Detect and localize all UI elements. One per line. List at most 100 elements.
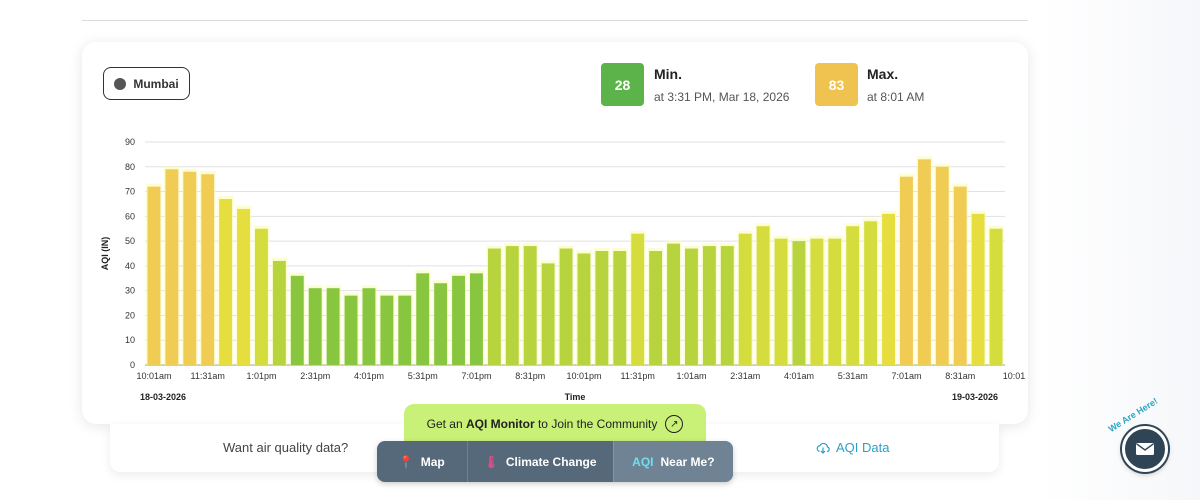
contact-mail-button[interactable] <box>1122 426 1168 472</box>
thermometer-icon: 🌡 <box>483 454 499 469</box>
x-tick-label: 10:01 <box>1003 371 1026 381</box>
x-tick-label: 7:01pm <box>461 371 491 381</box>
aqi-bar <box>595 251 609 365</box>
aqi-bar <box>649 251 663 365</box>
aqi-bar <box>792 241 806 365</box>
x-tick-label: 2:31pm <box>300 371 330 381</box>
aqi-history-card: Mumbai 28 Min. at 3:31 PM, Mar 18, 2026 … <box>82 42 1028 424</box>
x-tick-label: 2:31am <box>730 371 760 381</box>
aqi-bar <box>738 233 752 365</box>
aqi-bar <box>917 159 931 365</box>
aqi-bar <box>255 228 268 365</box>
aqi-bar <box>290 275 304 365</box>
x-tick-label: 11:31pm <box>621 371 655 381</box>
aqi-bar <box>846 226 860 365</box>
page-side-shade <box>1040 0 1200 500</box>
aqi-bar-chart: 0 10 20 30 40 50 60 70 80 90 AQI (IN) 10:01am 11:31a… <box>100 137 1026 402</box>
aqi-bar <box>398 295 412 365</box>
city-selector-button[interactable]: Mumbai <box>103 67 190 100</box>
x-axis-label: Time <box>565 392 586 402</box>
x-tick-label: 8:31am <box>945 371 975 381</box>
min-title: Min. <box>654 66 682 82</box>
x-tick-label: 1:01am <box>676 371 706 381</box>
aqi-bar <box>470 273 483 365</box>
x-tick-label: 5:31pm <box>408 371 438 381</box>
aqi-bar <box>756 226 770 365</box>
aqi-bar <box>452 275 465 365</box>
min-aqi-badge: 28 <box>601 63 644 106</box>
get-aqi-monitor-button[interactable]: Get an AQI Monitor to Join the Community… <box>404 404 706 444</box>
aqi-bar <box>326 288 340 365</box>
top-divider <box>82 20 1028 21</box>
y-axis-label: AQI (IN) <box>100 237 110 271</box>
aqi-bar <box>900 176 913 365</box>
aqi-bar <box>434 283 448 365</box>
aqi-bar <box>989 228 1003 365</box>
start-date-label: 18-03-2026 <box>140 392 186 402</box>
y-tick-label: 40 <box>125 261 135 271</box>
aqi-bar <box>864 221 878 365</box>
aqi-bar <box>631 233 645 365</box>
y-tick-label: 60 <box>125 211 135 221</box>
x-tick-label: 4:01pm <box>354 371 384 381</box>
y-tick-label: 10 <box>125 335 135 345</box>
y-tick-label: 50 <box>125 236 135 246</box>
aqi-data-label: AQI Data <box>836 440 890 455</box>
download-cloud-icon <box>816 442 830 454</box>
aqi-bar <box>685 248 698 365</box>
y-tick-label: 80 <box>125 162 135 172</box>
monitor-cta-text: Get an AQI Monitor to Join the Community <box>426 417 658 431</box>
aqi-bar <box>882 213 895 365</box>
aqi-bar <box>380 295 394 365</box>
map-pin-icon: 📍 <box>398 454 414 469</box>
aqi-bar <box>487 248 501 365</box>
aqi-logo-icon: AQI <box>632 454 654 469</box>
want-data-text: Want air quality data? <box>223 440 349 455</box>
aqi-bar <box>219 198 233 365</box>
aqi-bar <box>953 186 967 365</box>
y-tick-label: 70 <box>125 187 135 197</box>
aqi-bar <box>559 248 573 365</box>
aqi-bar <box>362 288 376 365</box>
y-tick-label: 30 <box>125 286 135 296</box>
aqi-bar <box>774 238 788 365</box>
x-tick-label: 10:01pm <box>566 371 601 381</box>
aqi-bar <box>416 273 430 365</box>
nav-climate-change[interactable]: 🌡 Climate Change <box>466 441 613 482</box>
max-title: Max. <box>867 66 899 82</box>
aqi-bar <box>828 238 842 365</box>
max-aqi-badge: 83 <box>815 63 858 106</box>
nav-near-me[interactable]: AQI Near Me? <box>612 441 733 482</box>
max-time: at 8:01 AM <box>867 90 925 104</box>
aqi-bar <box>272 260 286 365</box>
min-time: at 3:31 PM, Mar 18, 2026 <box>654 90 790 104</box>
nav-map-label: Map <box>420 454 445 469</box>
aqi-bar <box>971 213 985 365</box>
aqi-bar <box>237 208 250 365</box>
nav-climate-label: Climate Change <box>505 454 597 469</box>
aqi-bar <box>541 263 555 365</box>
aqi-bar <box>165 169 179 365</box>
x-tick-label: 11:31am <box>191 371 225 381</box>
aqi-bar <box>667 243 680 365</box>
aqi-data-link[interactable]: AQI Data <box>816 440 889 455</box>
aqi-bar <box>147 186 161 365</box>
aqi-bar <box>702 246 716 365</box>
x-tick-label: 8:31pm <box>515 371 545 381</box>
aqi-bar <box>183 171 197 365</box>
y-tick-label: 0 <box>130 360 135 370</box>
x-tick-label: 4:01am <box>784 371 814 381</box>
end-date-label: 19-03-2026 <box>952 392 998 402</box>
aqi-bar <box>810 238 824 365</box>
mail-icon <box>1136 443 1154 455</box>
aqi-bar <box>577 253 591 365</box>
aqi-bar <box>613 251 627 365</box>
aqi-bar <box>344 295 358 365</box>
nav-map[interactable]: 📍 Map <box>377 441 467 482</box>
aqi-bar <box>523 246 537 365</box>
external-arrow-icon: ↗ <box>665 415 684 433</box>
x-tick-label: 1:01pm <box>246 371 276 381</box>
aqi-bar <box>308 288 322 365</box>
nav-near-label: Near Me? <box>660 454 715 469</box>
bottom-nav-bar: 📍 Map 🌡 Climate Change AQI Near Me? <box>377 441 733 482</box>
